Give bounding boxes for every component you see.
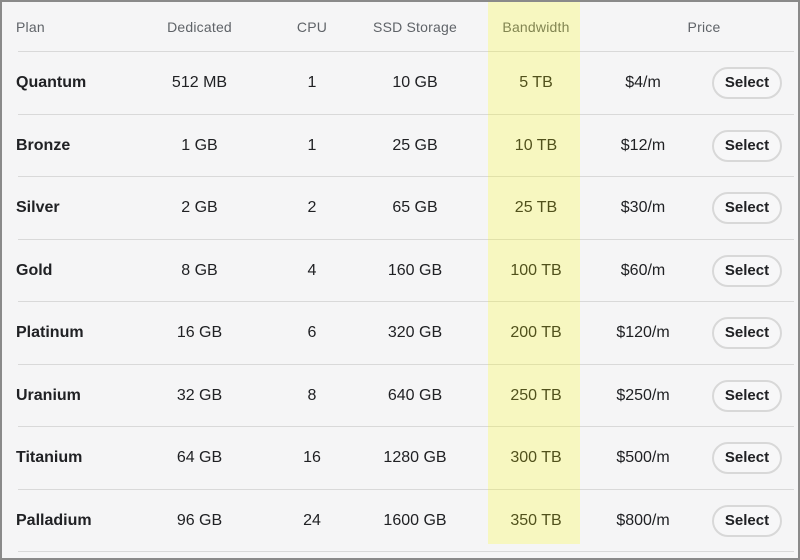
price-value: $120/m [616,324,670,342]
select-cell: Select [704,254,790,287]
select-button[interactable]: Select [711,504,783,537]
select-cell: Select [704,442,790,475]
select-button[interactable]: Select [711,379,783,412]
dedicated-value: 64 GB [176,449,223,467]
header-plan: Plan [16,19,45,35]
price-value: $800/m [616,511,670,529]
dedicated-value: 32 GB [176,386,223,404]
table-header-row: Plan Dedicated CPU SSD Storage Bandwidth… [2,2,798,52]
cpu-value: 24 [303,511,321,529]
ssd-value: 65 GB [392,199,438,217]
select-cell: Select [704,129,790,162]
price-value: $60/m [620,261,666,279]
select-cell: Select [704,379,790,412]
plan-name: Palladium [16,511,92,529]
price-value: $4/m [625,74,661,92]
table-row: Silver 2 GB 2 65 GB 25 TB $30/m Select [2,177,798,240]
ssd-value: 640 GB [387,386,443,404]
select-cell: Select [704,67,790,100]
ssd-value: 10 GB [392,74,438,92]
select-cell: Select [704,317,790,350]
select-button[interactable]: Select [711,254,783,287]
bandwidth-value: 100 TB [510,261,562,279]
bandwidth-value: 350 TB [510,511,562,529]
table-row: Palladium 96 GB 24 1600 GB 350 TB $800/m… [2,490,798,553]
select-button[interactable]: Select [711,192,783,225]
cpu-value: 8 [307,386,317,404]
select-button[interactable]: Select [711,442,783,475]
table-row: Gold 8 GB 4 160 GB 100 TB $60/m Select [2,240,798,303]
cpu-value: 16 [303,449,321,467]
ssd-value: 160 GB [387,261,443,279]
bandwidth-value: 25 TB [514,199,558,217]
ssd-value: 25 GB [392,136,438,154]
ssd-value: 1280 GB [383,449,447,467]
header-bandwidth: Bandwidth [502,19,570,35]
table-row: Titanium 64 GB 16 1280 GB 300 TB $500/m … [2,427,798,490]
bandwidth-value: 300 TB [510,449,562,467]
dedicated-value: 96 GB [176,511,223,529]
plan-name: Silver [16,199,60,217]
select-cell: Select [704,192,790,225]
cpu-value: 1 [307,74,317,92]
price-value: $12/m [620,136,666,154]
select-button[interactable]: Select [711,129,783,162]
table-row: Platinum 16 GB 6 320 GB 200 TB $120/m Se… [2,302,798,365]
plan-name: Titanium [16,449,83,467]
plan-name: Quantum [16,74,87,92]
ssd-value: 1600 GB [383,511,447,529]
header-cpu: CPU [296,19,328,35]
dedicated-value: 1 GB [181,136,218,154]
cpu-value: 4 [307,261,317,279]
bandwidth-value: 5 TB [519,74,553,92]
bandwidth-value: 250 TB [510,386,562,404]
table-row: Bronze 1 GB 1 25 GB 10 TB $12/m Select [2,115,798,178]
ssd-value: 320 GB [387,324,443,342]
header-ssd-storage: SSD Storage [373,19,457,35]
select-cell: Select [704,504,790,537]
dedicated-value: 512 MB [171,74,228,92]
cpu-value: 2 [307,199,317,217]
price-value: $250/m [616,386,670,404]
dedicated-value: 16 GB [176,324,223,342]
price-value: $500/m [616,449,670,467]
plan-name: Uranium [16,386,81,404]
dedicated-value: 2 GB [181,199,218,217]
table-body: Quantum 512 MB 1 10 GB 5 TB $4/m Select … [2,52,798,552]
table-row: Uranium 32 GB 8 640 GB 250 TB $250/m Sel… [2,365,798,428]
header-dedicated: Dedicated [167,19,232,35]
cpu-value: 1 [307,136,317,154]
select-button[interactable]: Select [711,317,783,350]
select-button[interactable]: Select [711,67,783,100]
bandwidth-value: 10 TB [514,136,558,154]
dedicated-value: 8 GB [181,261,218,279]
header-price-label: Price [687,19,721,35]
plan-name: Gold [16,261,53,279]
header-price: Price [582,19,790,35]
plan-name: Platinum [16,324,84,342]
plan-name: Bronze [16,136,71,154]
table-row: Quantum 512 MB 1 10 GB 5 TB $4/m Select [2,52,798,115]
price-value: $30/m [620,199,666,217]
cpu-value: 6 [307,324,317,342]
bandwidth-value: 200 TB [510,324,562,342]
